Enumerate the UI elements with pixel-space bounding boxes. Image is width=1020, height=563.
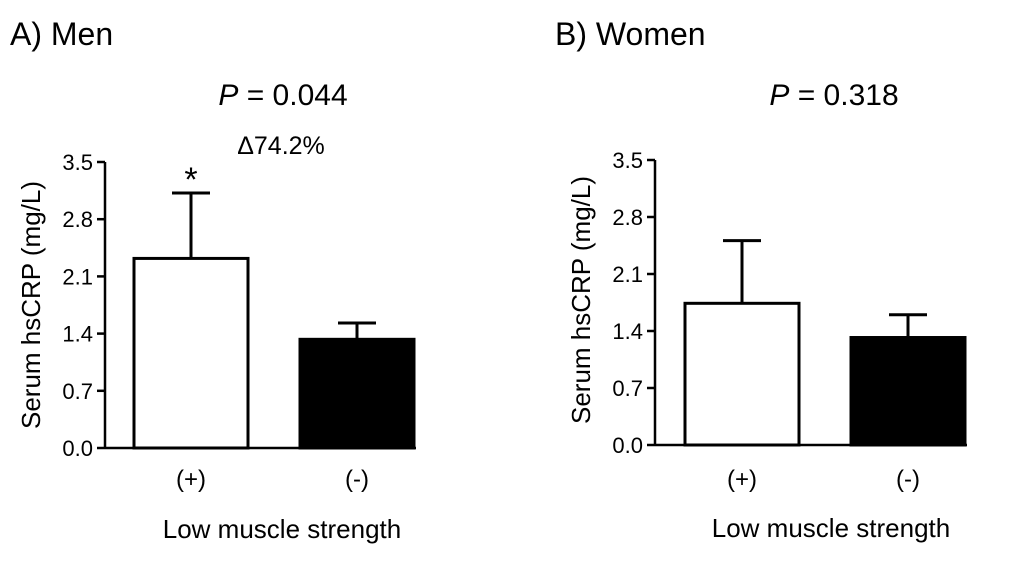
y-tick-label: 2.1 — [62, 264, 93, 289]
y-tick-label: 0.0 — [62, 436, 93, 461]
p-value: = 0.318 — [798, 79, 899, 112]
x-axis-title: Low muscle strength — [163, 514, 401, 544]
p-symbol: P — [769, 79, 789, 112]
y-axis-title: Serum hsCRP (mg/L) — [566, 176, 596, 424]
y-tick-label: 0.7 — [612, 376, 643, 401]
y-tick-label: 2.8 — [62, 207, 93, 232]
panel-women: B) Women P = 0.318 Serum hsCRP (mg/L) Lo… — [555, 16, 967, 543]
category-label: (+) — [727, 466, 757, 493]
bar-minus — [849, 336, 967, 447]
chart-marks: 0.0 0.7 1.4 2.1 2.8 3.5 (+) * (-) — [62, 150, 416, 493]
chart-marks: 0.0 0.7 1.4 2.1 2.8 3.5 (+) (-) — [612, 148, 967, 493]
bar-minus — [298, 337, 416, 450]
p-value: = 0.044 — [247, 79, 348, 112]
category-label: (-) — [896, 466, 920, 493]
bar-plus — [683, 301, 801, 447]
category-label: (+) — [176, 466, 206, 493]
y-tick-label: 3.5 — [612, 148, 643, 173]
y-tick-label: 1.4 — [612, 319, 643, 344]
p-value-label: P = 0.318 — [769, 79, 898, 112]
y-tick-label: 2.1 — [612, 262, 643, 287]
y-tick-label: 2.8 — [612, 205, 643, 230]
y-tick-label: 3.5 — [62, 150, 93, 175]
panel-men: A) Men P = 0.044 Δ74.2% Serum hsCRP (mg/… — [10, 16, 416, 544]
y-tick-label: 0.0 — [612, 433, 643, 458]
p-symbol: P — [218, 79, 238, 112]
bar-plus — [132, 256, 250, 450]
x-axis-title: Low muscle strength — [712, 513, 950, 543]
delta-annotation: Δ74.2% — [237, 132, 325, 160]
y-axis-title: Serum hsCRP (mg/L) — [16, 181, 46, 429]
panel-title: B) Women — [555, 16, 706, 52]
panel-title: A) Men — [10, 16, 113, 52]
y-tick-label: 0.7 — [62, 379, 93, 404]
y-tick-label: 1.4 — [62, 322, 93, 347]
p-value-label: P = 0.044 — [218, 79, 347, 112]
significance-star: * — [184, 161, 197, 199]
category-label: (-) — [345, 466, 369, 493]
